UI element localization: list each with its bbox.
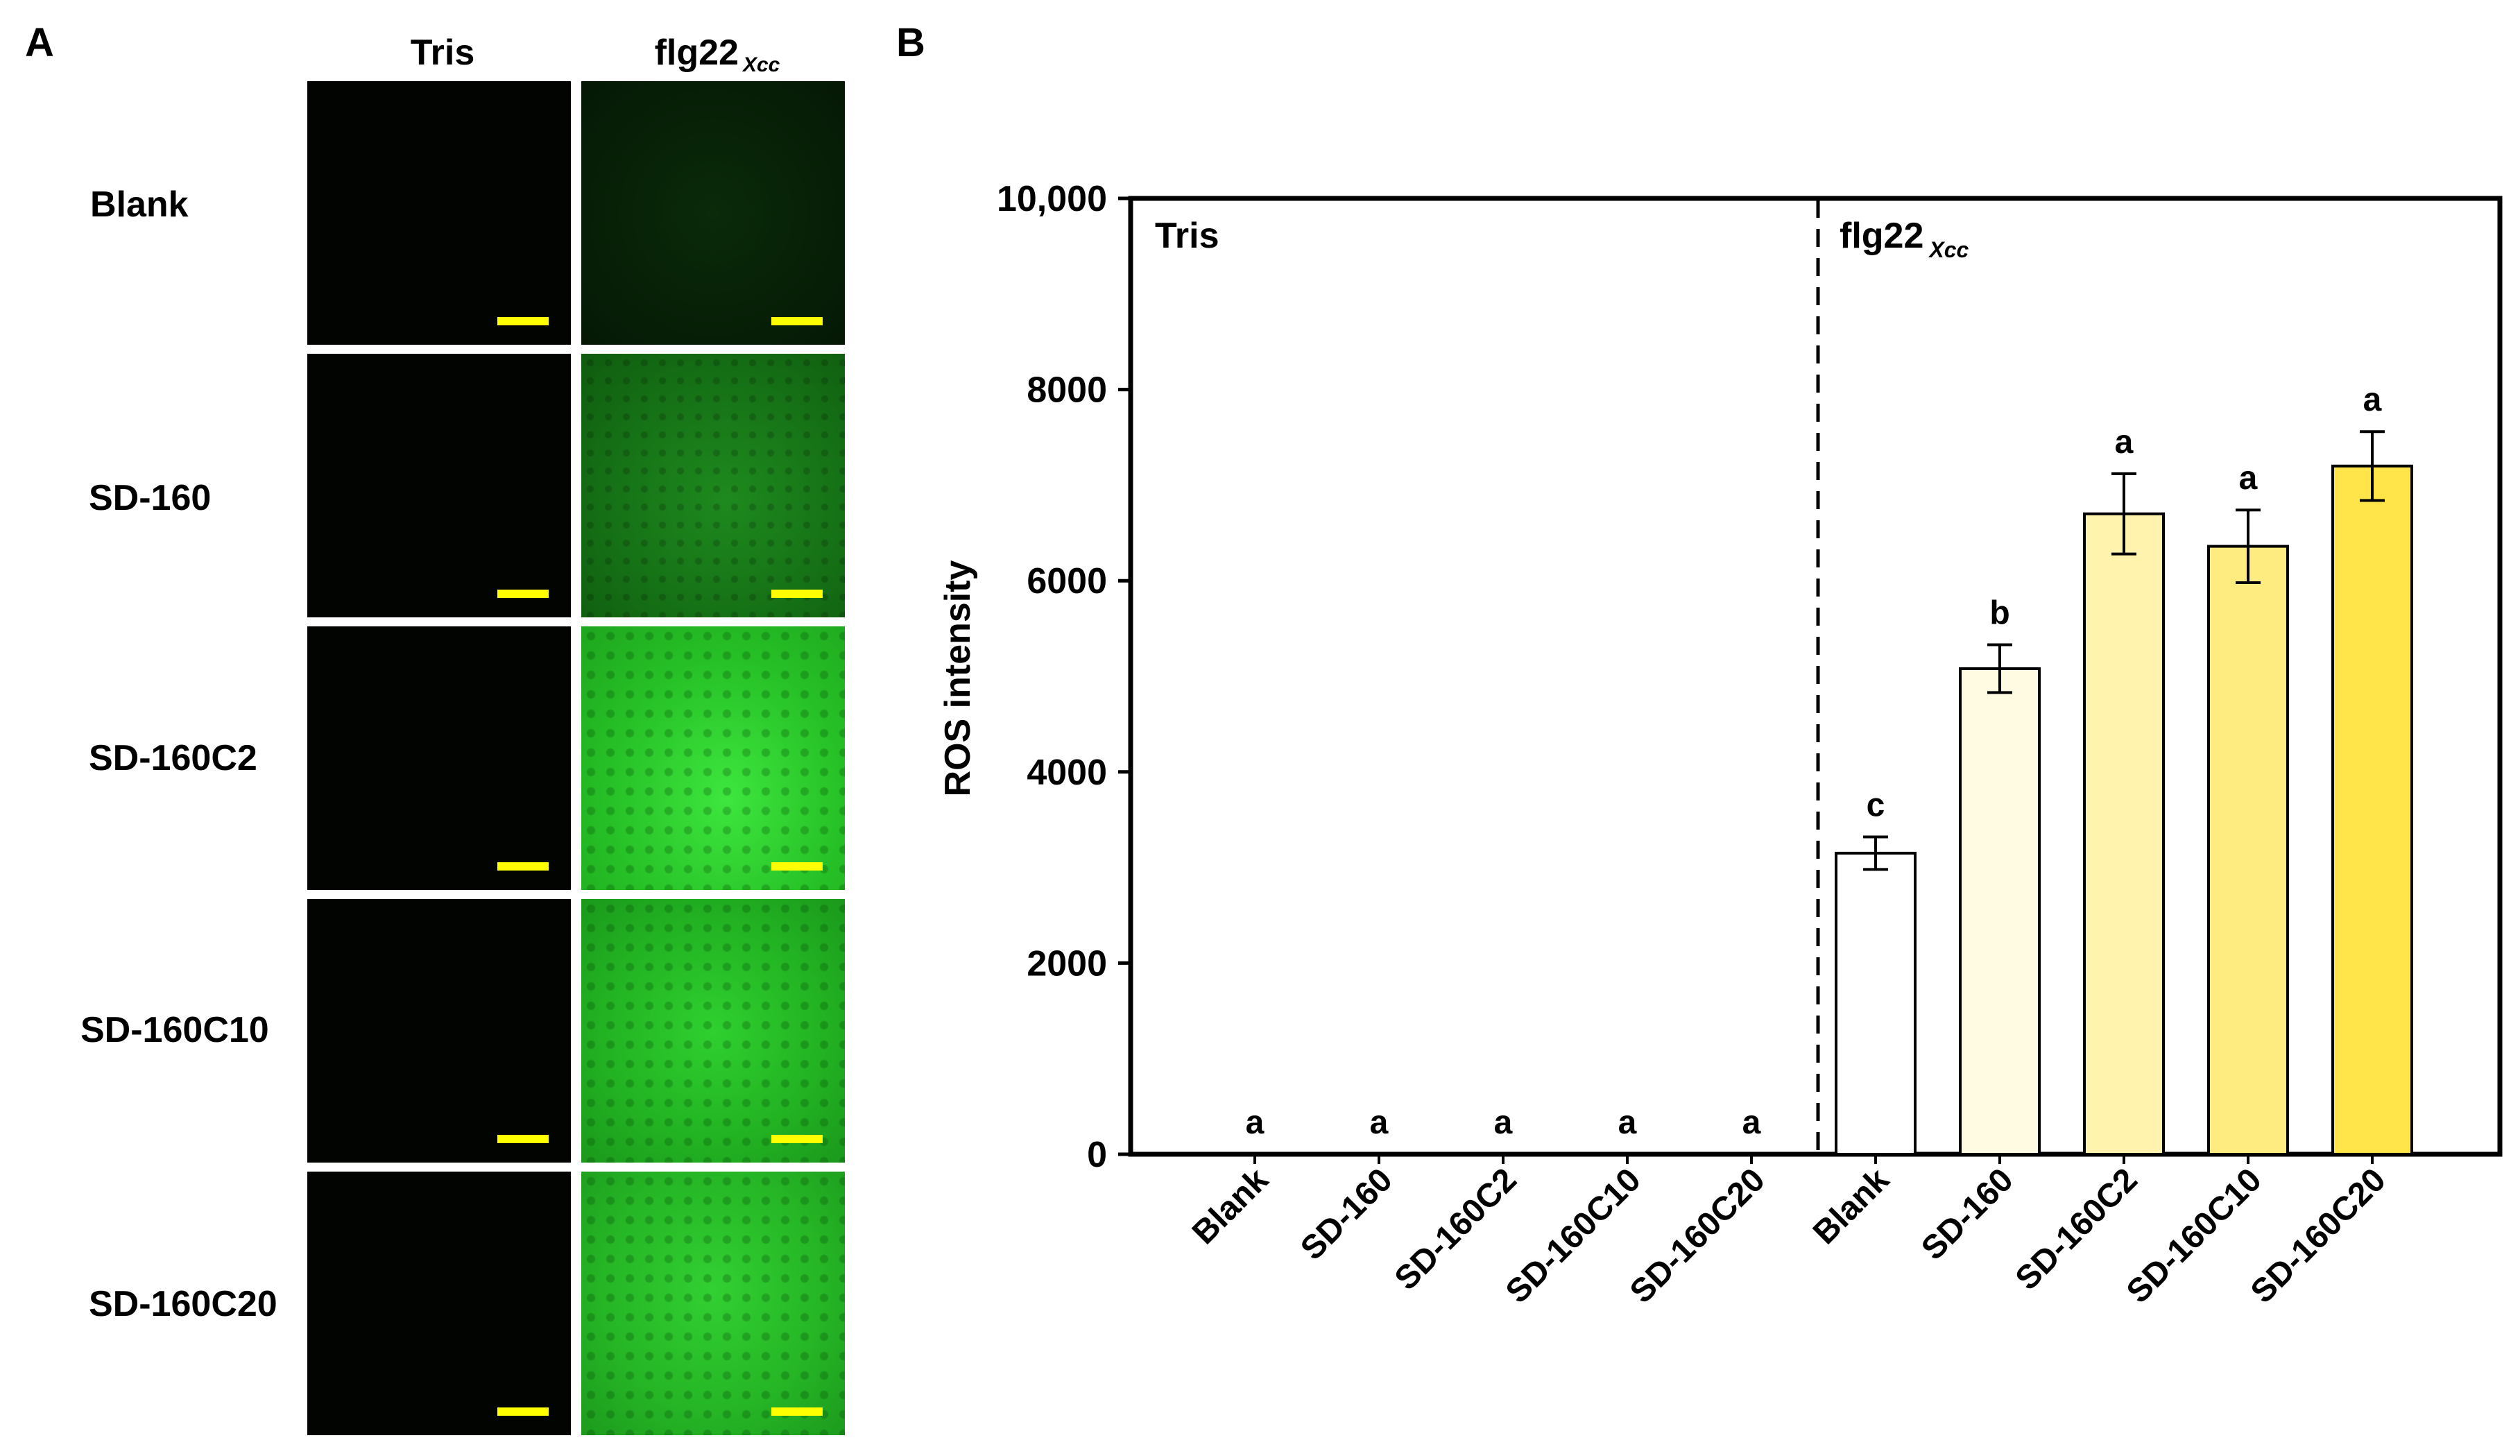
x-tick-label: SD-160C2 xyxy=(2009,1161,2145,1297)
scale-bar xyxy=(497,1407,549,1416)
x-tick-label: SD-160C20 xyxy=(2244,1161,2393,1310)
bar xyxy=(2331,464,2413,1156)
scale-bar xyxy=(771,862,823,871)
column-header-flg22-text: flg22 xyxy=(654,33,739,73)
micrograph-flg22-sd-160 xyxy=(581,354,845,617)
x-tick-label: SD-160C20 xyxy=(1623,1161,1772,1310)
y-tick-label: 8000 xyxy=(1027,370,1107,411)
bar xyxy=(2207,545,2289,1156)
micrograph-tris-sd-160c2 xyxy=(307,626,571,890)
significance-letter: a xyxy=(1246,1104,1265,1141)
micrograph-flg22-sd-160c10 xyxy=(581,899,845,1163)
significance-letter: a xyxy=(2115,424,2134,461)
significance-letter: b xyxy=(1989,595,2009,632)
row-label-sd-160: SD-160 xyxy=(89,478,212,518)
significance-letter: a xyxy=(1494,1104,1513,1141)
x-tick-label: SD-160 xyxy=(1914,1161,2021,1267)
group-label-flg22-text: flg22 xyxy=(1840,216,1923,256)
micrograph-flg22-blank xyxy=(581,81,845,345)
group-label-flg22: flg22 Xcc xyxy=(1840,216,1969,262)
panel-a-letter: A xyxy=(25,20,54,65)
micrograph-flg22-sd-160c2 xyxy=(581,626,845,890)
y-tick-label: 2000 xyxy=(1027,943,1107,984)
row-label-blank: Blank xyxy=(90,185,189,225)
y-tick-label: 6000 xyxy=(1027,561,1107,601)
micrograph-tris-blank xyxy=(307,81,571,345)
group-label-flg22-sub: Xcc xyxy=(1928,237,1969,262)
x-tick-label: SD-160C10 xyxy=(1499,1161,1648,1310)
plot-frame xyxy=(1128,196,2503,1157)
y-tick-label: 4000 xyxy=(1027,753,1107,793)
significance-letter: a xyxy=(1370,1104,1389,1141)
scale-bar xyxy=(771,1135,823,1143)
scale-bar xyxy=(497,590,549,598)
bar xyxy=(2083,512,2165,1156)
column-header-flg22-sub: Xcc xyxy=(742,53,780,76)
significance-letter: a xyxy=(2239,460,2258,497)
significance-letter: c xyxy=(1867,787,1885,824)
scale-bar xyxy=(771,317,823,325)
scale-bar xyxy=(497,317,549,325)
micrograph-tris-sd-160c20 xyxy=(307,1172,571,1435)
group-label-tris: Tris xyxy=(1155,216,1219,256)
x-tick-label: Blank xyxy=(1806,1161,1896,1251)
x-tick-label: SD-160 xyxy=(1294,1161,1400,1267)
row-label-sd-160c20: SD-160C20 xyxy=(89,1284,277,1324)
scale-bar xyxy=(771,590,823,598)
scale-bar xyxy=(497,1135,549,1143)
y-tick-label: 0 xyxy=(1087,1135,1107,1175)
y-axis-label: ROS intensity xyxy=(938,560,978,796)
x-tick-label: SD-160C2 xyxy=(1388,1161,1524,1297)
column-header-tris: Tris xyxy=(410,33,475,73)
x-tick-label: SD-160C10 xyxy=(2120,1161,2269,1310)
significance-letter: a xyxy=(1742,1104,1761,1141)
scale-bar xyxy=(497,862,549,871)
bar xyxy=(1835,851,1917,1156)
significance-letter: a xyxy=(1618,1104,1637,1141)
y-axis-ticks: 0 2000 4000 6000 8000 10,000 xyxy=(997,179,1131,1175)
micrograph-flg22-sd-160c20 xyxy=(581,1172,845,1435)
y-tick-label: 10,000 xyxy=(997,179,1107,219)
bars: a a a a a c b a a a xyxy=(1246,382,2413,1164)
panel-b-letter: B xyxy=(896,20,925,65)
scale-bar xyxy=(771,1407,823,1416)
bar xyxy=(1959,667,2041,1156)
significance-letter: a xyxy=(2363,382,2382,418)
column-header-flg22: flg22 Xcc xyxy=(585,32,849,77)
micrograph-tris-sd-160 xyxy=(307,354,571,617)
micrograph-tris-sd-160c10 xyxy=(307,899,571,1163)
row-label-sd-160c2: SD-160C2 xyxy=(89,738,257,778)
row-label-sd-160c10: SD-160C10 xyxy=(80,1010,269,1050)
x-tick-label: Blank xyxy=(1185,1161,1276,1251)
